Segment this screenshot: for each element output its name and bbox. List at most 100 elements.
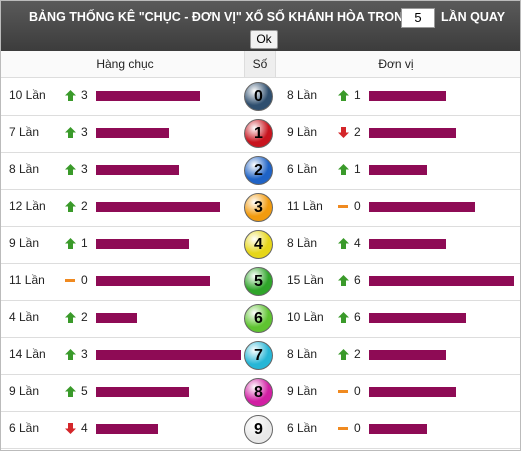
table-row: 12 Lần 2 11 Lần 0 3: [1, 189, 520, 227]
count-label: 4 Lần: [9, 310, 40, 324]
digit-ball: 7: [244, 341, 273, 370]
change-value: 2: [354, 125, 361, 139]
column-title: Số: [244, 51, 276, 77]
count-label: 8 Lần: [9, 162, 40, 176]
header: BẢNG THỐNG KÊ "CHỤC - ĐƠN VỊ" XỔ SỐ KHÁN…: [1, 1, 520, 51]
count-label: 9 Lần: [287, 384, 318, 398]
count-bar: [369, 350, 447, 360]
trend-up: [65, 312, 76, 323]
count-label: 9 Lần: [287, 125, 318, 139]
trend-up: [338, 238, 349, 249]
trend-up: [65, 238, 76, 249]
change-value: 2: [81, 310, 88, 324]
trend-icon: [338, 386, 349, 400]
trend-icon: [338, 201, 349, 215]
change-value: 0: [81, 273, 88, 287]
change-value: 3: [81, 125, 88, 139]
count-label: 7 Lần: [9, 125, 40, 139]
header-title: BẢNG THỐNG KÊ "CHỤC - ĐƠN VỊ" XỔ SỐ KHÁN…: [29, 10, 413, 24]
change-value: 3: [81, 162, 88, 176]
draw-count-input[interactable]: 5: [401, 8, 435, 28]
count-bar: [96, 165, 179, 175]
table-row: 4 Lần 2 10 Lần 6 6: [1, 300, 520, 338]
trend-down: [65, 423, 76, 434]
table-row: 14 Lần 3 8 Lần 2 7: [1, 337, 520, 375]
count-label: 11 Lần: [287, 199, 323, 213]
trend-icon: [338, 349, 349, 363]
trend-icon: [338, 238, 349, 252]
trend-icon: [338, 164, 349, 178]
count-bar: [369, 239, 447, 249]
column-title: Hàng chục: [96, 57, 154, 71]
table-row: 11 Lần 0 15 Lần 6 5: [1, 263, 520, 301]
count-label: 6 Lần: [287, 162, 318, 176]
count-bar: [96, 202, 221, 212]
trend-flat: [65, 279, 75, 282]
change-value: 6: [354, 273, 361, 287]
trend-icon: [338, 423, 349, 437]
change-value: 2: [354, 347, 361, 361]
digit-ball: 4: [244, 230, 273, 259]
change-value: 3: [81, 347, 88, 361]
trend-icon: [338, 127, 349, 141]
digit-ball: 3: [244, 193, 273, 222]
trend-up: [65, 127, 76, 138]
count-bar: [96, 276, 210, 286]
trend-up: [338, 90, 349, 101]
count-bar: [369, 202, 476, 212]
count-bar: [369, 128, 456, 138]
table-row: 6 Lần 4 6 Lần 0 9: [1, 411, 520, 449]
trend-flat: [338, 390, 348, 393]
trend-up: [65, 349, 76, 360]
count-label: 11 Lần: [9, 273, 45, 287]
trend-flat: [338, 427, 348, 430]
header-suffix: LẦN QUAY: [441, 10, 506, 24]
change-value: 3: [81, 88, 88, 102]
column-title: Đơn vị: [378, 57, 414, 71]
count-label: 9 Lần: [9, 236, 40, 250]
table-row: 9 Lần 5 9 Lần 0 8: [1, 374, 520, 412]
trend-icon: [65, 386, 76, 400]
count-bar: [96, 313, 138, 323]
count-label: 15 Lần: [287, 273, 324, 287]
count-bar: [369, 424, 427, 434]
change-value: 1: [81, 236, 88, 250]
trend-up: [65, 90, 76, 101]
count-bar: [369, 91, 447, 101]
change-value: 2: [81, 199, 88, 213]
ok-button[interactable]: Ok: [250, 30, 278, 49]
trend-up: [65, 164, 76, 175]
count-label: 6 Lần: [9, 421, 40, 435]
table-row: 7 Lần 3 9 Lần 2 1: [1, 115, 520, 153]
trend-up: [338, 275, 349, 286]
digit-ball: 0: [244, 82, 273, 111]
change-value: 6: [354, 310, 361, 324]
count-bar: [96, 350, 241, 360]
change-value: 0: [354, 421, 361, 435]
digit-ball: 6: [244, 304, 273, 333]
trend-up: [65, 201, 76, 212]
change-value: 1: [354, 162, 361, 176]
change-value: 0: [354, 199, 361, 213]
count-label: 12 Lần: [9, 199, 46, 213]
count-label: 8 Lần: [287, 236, 318, 250]
change-value: 5: [81, 384, 88, 398]
count-label: 10 Lần: [9, 88, 46, 102]
count-bar: [369, 276, 514, 286]
trend-icon: [65, 275, 76, 289]
trend-icon: [65, 312, 76, 326]
count-label: 10 Lần: [287, 310, 324, 324]
trend-icon: [65, 201, 76, 215]
trend-up: [338, 349, 349, 360]
change-value: 0: [354, 384, 361, 398]
change-value: 1: [354, 88, 361, 102]
trend-icon: [338, 90, 349, 104]
change-value: 4: [81, 421, 88, 435]
count-bar: [96, 424, 159, 434]
trend-icon: [65, 238, 76, 252]
digit-ball: 1: [244, 119, 273, 148]
column-header: Hàng chục Số Đơn vị: [1, 51, 520, 78]
digit-ball: 8: [244, 378, 273, 407]
count-label: 6 Lần: [287, 421, 318, 435]
